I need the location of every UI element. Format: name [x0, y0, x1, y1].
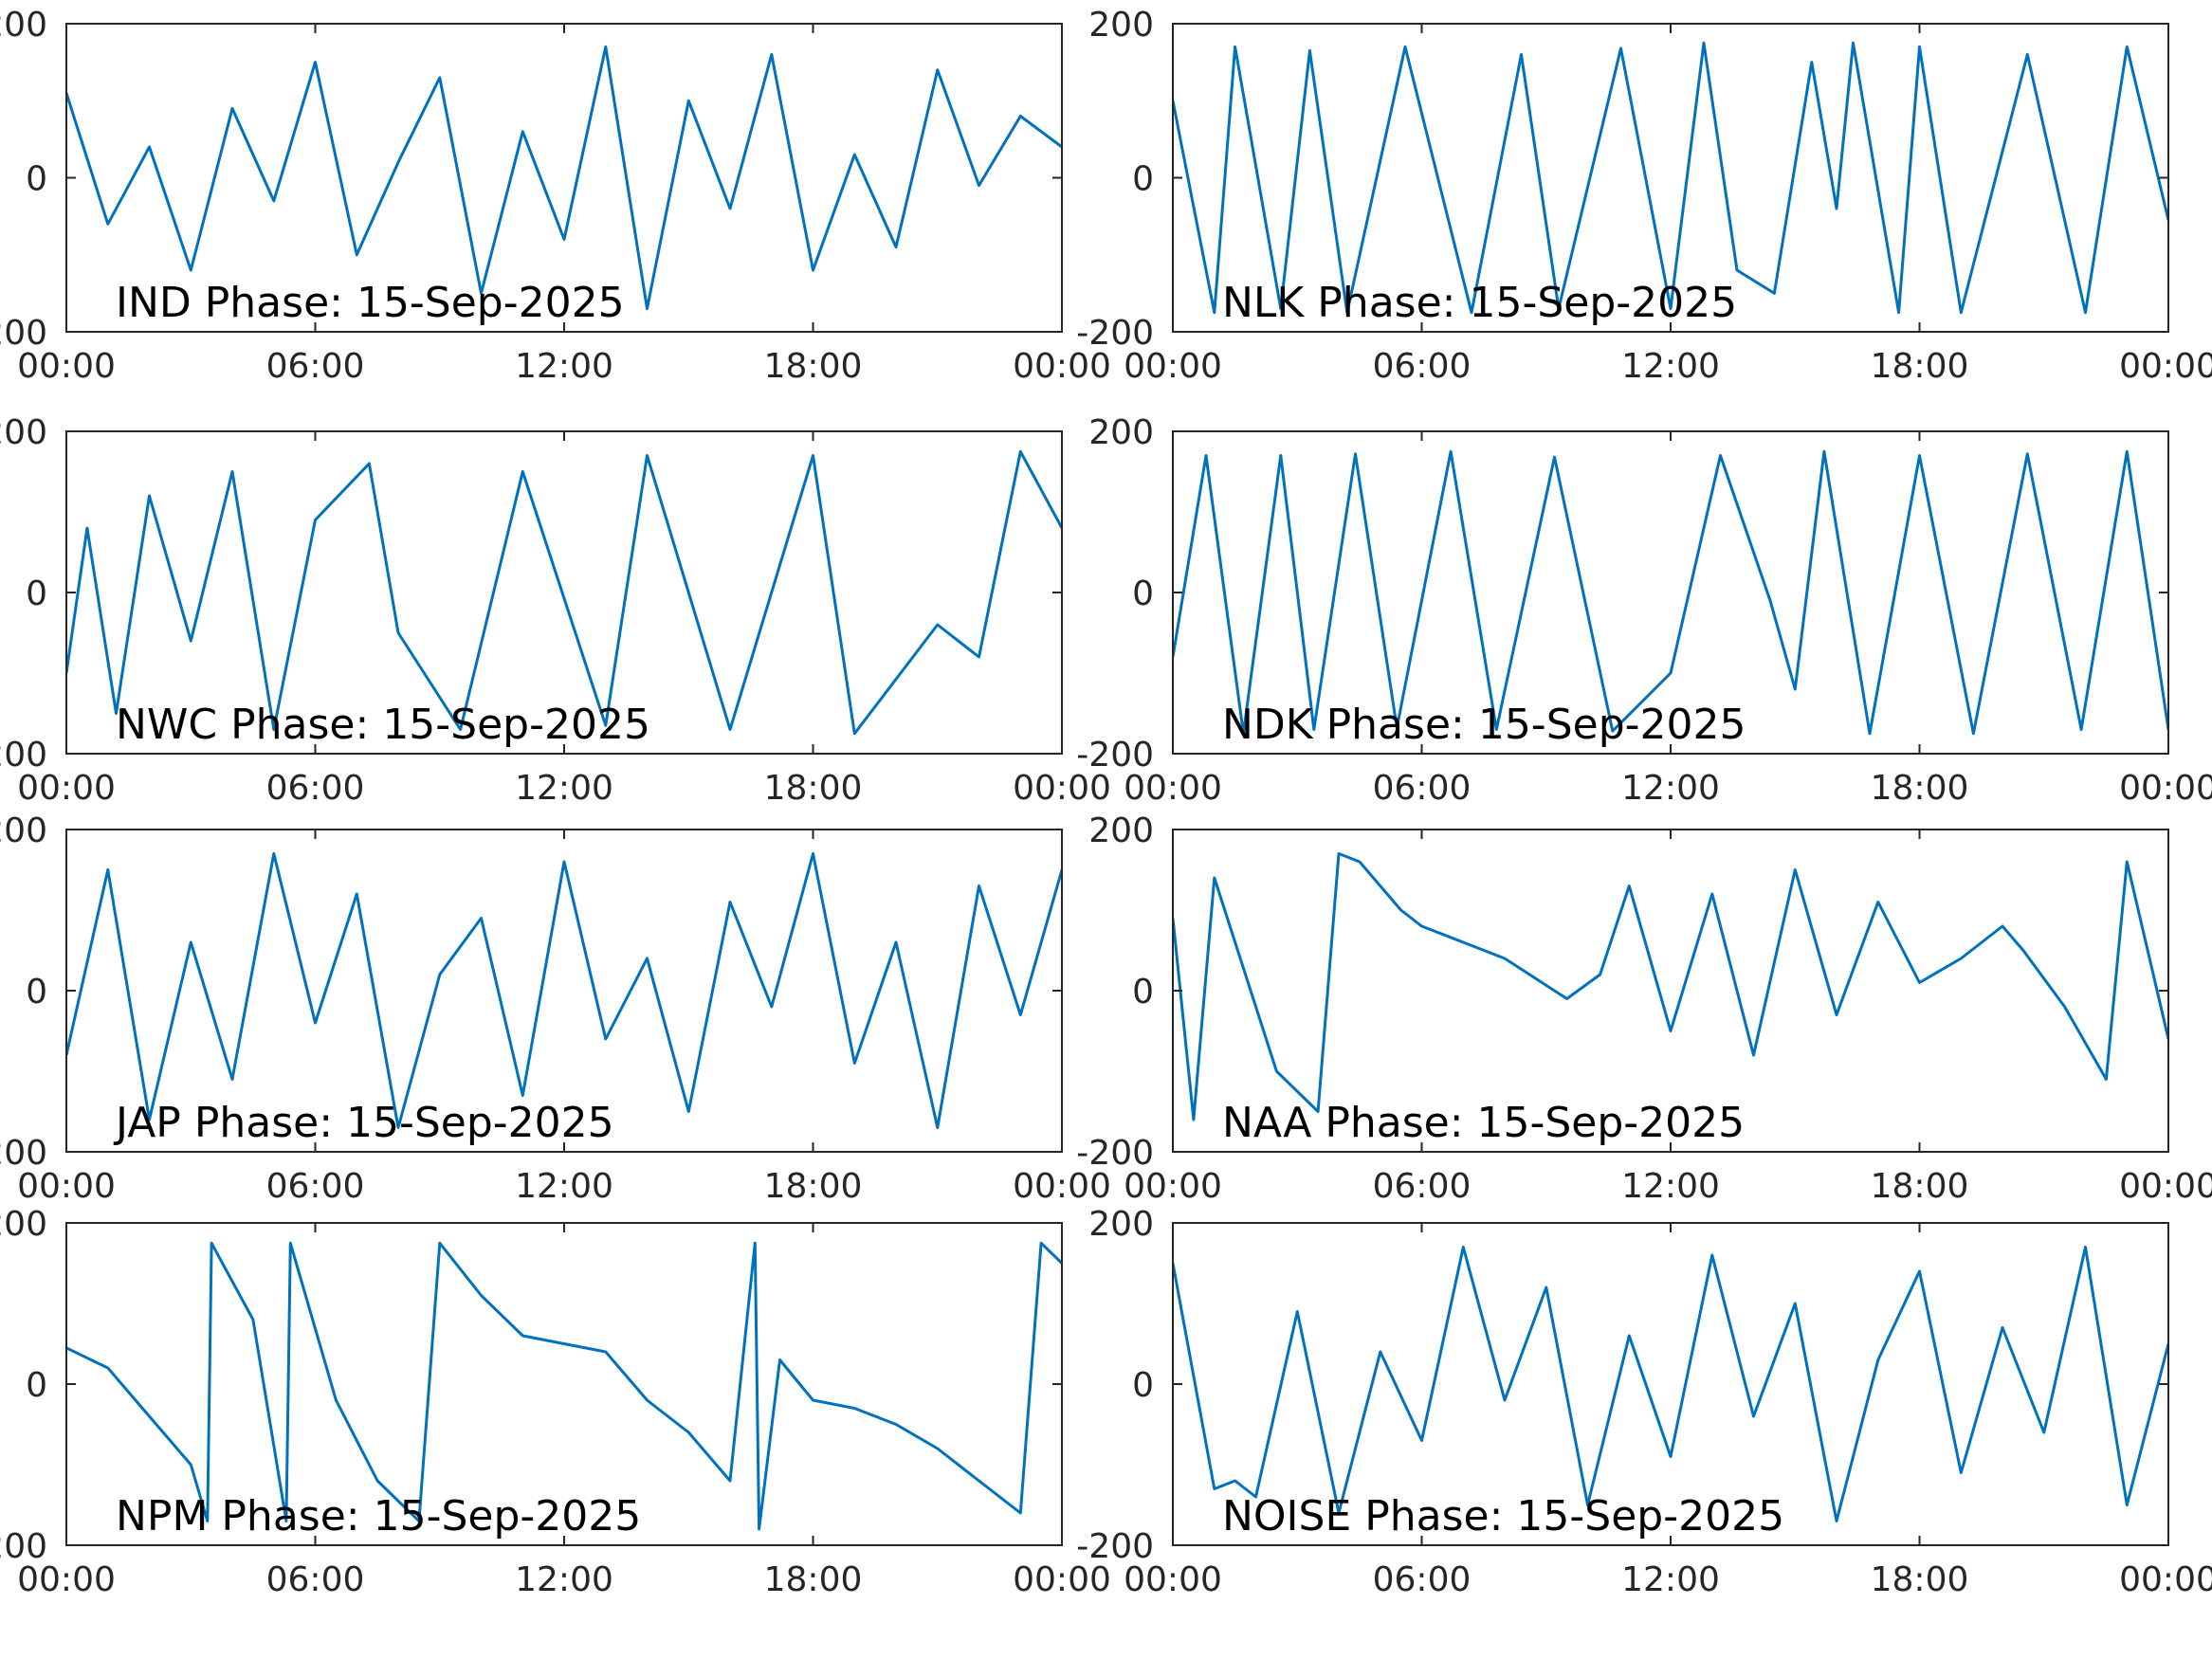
y-tick-label: 0	[1132, 973, 1154, 1012]
x-tick-label: 06:00	[266, 1560, 365, 1599]
series-line-noise	[1173, 1246, 2168, 1522]
x-tick-label: 00:00	[2119, 1167, 2212, 1206]
y-tick-label: 200	[0, 1205, 47, 1244]
x-tick-label: 12:00	[515, 1167, 613, 1206]
y-tick-label: -200	[1076, 1134, 1154, 1173]
series-line-nlk	[1173, 41, 2168, 315]
x-tick-label: 18:00	[1871, 1167, 1969, 1206]
y-tick-label: 200	[0, 6, 47, 45]
x-tick-label: 18:00	[764, 1167, 863, 1206]
x-tick-label: 00:00	[17, 1560, 116, 1599]
y-tick-label: -200	[0, 1527, 47, 1566]
x-tick-label: 12:00	[1621, 1167, 1720, 1206]
x-tick-label: 00:00	[1124, 1560, 1222, 1599]
y-tick-label: 200	[1088, 811, 1154, 850]
y-tick-label: -200	[0, 1134, 47, 1173]
x-tick-label: 18:00	[1871, 1560, 1969, 1599]
series-line-ndk	[1173, 449, 2168, 736]
x-tick-label: 18:00	[764, 769, 863, 808]
y-tick-label: 200	[0, 811, 47, 850]
y-tick-label: 0	[1132, 574, 1154, 613]
panel-annotation-ndk: NDK Phase: 15-Sep-2025	[1222, 701, 1746, 749]
y-tick-label: -200	[1076, 1527, 1154, 1566]
y-tick-label: 0	[26, 973, 47, 1012]
x-tick-label: 12:00	[515, 769, 613, 808]
y-tick-label: 200	[0, 413, 47, 452]
panel-annotation-jap: JAP Phase: 15-Sep-2025	[113, 1099, 614, 1147]
series-line-naa	[1173, 852, 2168, 1121]
y-tick-label: 200	[1088, 1205, 1154, 1244]
x-tick-label: 00:00	[1124, 769, 1222, 808]
x-tick-label: 06:00	[266, 1167, 365, 1206]
y-tick-label: 0	[26, 574, 47, 613]
panel-annotation-ind: IND Phase: 15-Sep-2025	[116, 279, 625, 327]
x-tick-label: 00:00	[17, 347, 116, 386]
x-tick-label: 06:00	[1373, 1167, 1472, 1206]
y-tick-label: 0	[1132, 160, 1154, 199]
panel-annotation-nwc: NWC Phase: 15-Sep-2025	[116, 701, 650, 749]
panel-annotation-noise: NOISE Phase: 15-Sep-2025	[1222, 1492, 1784, 1540]
x-tick-label: 00:00	[2119, 769, 2212, 808]
x-tick-label: 18:00	[1871, 347, 1969, 386]
series-line-jap	[66, 852, 1062, 1129]
y-tick-label: 0	[1132, 1366, 1154, 1405]
series-line-npm	[66, 1241, 1062, 1531]
x-tick-label: 00:00	[1124, 1167, 1222, 1206]
x-tick-label: 00:00	[1124, 347, 1222, 386]
series-line-nwc	[66, 449, 1062, 736]
x-tick-label: 12:00	[515, 347, 613, 386]
x-tick-label: 06:00	[266, 347, 365, 386]
x-tick-label: 06:00	[1373, 769, 1472, 808]
x-tick-label: 18:00	[764, 1560, 863, 1599]
panel-annotation-naa: NAA Phase: 15-Sep-2025	[1222, 1099, 1745, 1147]
x-tick-label: 00:00	[1013, 1560, 1111, 1599]
y-tick-label: -200	[0, 736, 47, 775]
x-tick-label: 12:00	[1621, 347, 1720, 386]
y-tick-label: -200	[0, 314, 47, 353]
x-tick-label: 18:00	[764, 347, 863, 386]
x-tick-label: 00:00	[2119, 347, 2212, 386]
x-tick-label: 00:00	[1013, 347, 1111, 386]
y-tick-label: 200	[1088, 6, 1154, 45]
y-tick-label: 0	[26, 160, 47, 199]
x-tick-label: 00:00	[2119, 1560, 2212, 1599]
x-tick-label: 12:00	[1621, 769, 1720, 808]
x-tick-label: 06:00	[1373, 1560, 1472, 1599]
y-tick-label: 0	[26, 1366, 47, 1405]
x-tick-label: 00:00	[17, 1167, 116, 1206]
x-tick-label: 12:00	[515, 1560, 613, 1599]
series-line-ind	[66, 45, 1062, 311]
x-tick-label: 00:00	[17, 769, 116, 808]
x-tick-label: 06:00	[266, 769, 365, 808]
x-tick-label: 00:00	[1013, 769, 1111, 808]
x-tick-label: 18:00	[1871, 769, 1969, 808]
panel-annotation-nlk: NLK Phase: 15-Sep-2025	[1222, 279, 1737, 327]
x-tick-label: 12:00	[1621, 1560, 1720, 1599]
x-tick-label: 00:00	[1013, 1167, 1111, 1206]
x-tick-label: 06:00	[1373, 347, 1472, 386]
panel-annotation-npm: NPM Phase: 15-Sep-2025	[116, 1492, 641, 1540]
y-tick-label: -200	[1076, 314, 1154, 353]
y-tick-label: 200	[1088, 413, 1154, 452]
y-tick-label: -200	[1076, 736, 1154, 775]
